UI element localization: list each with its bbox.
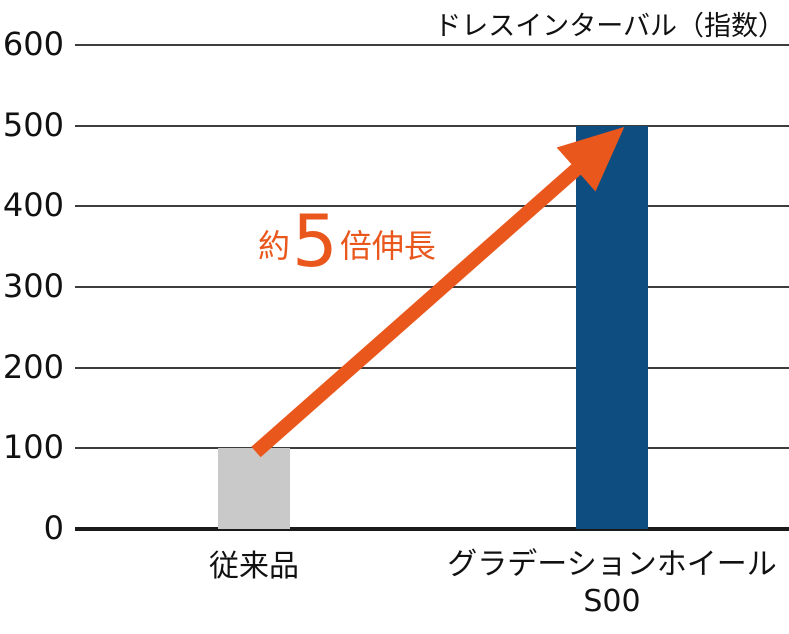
x-label-conventional: 従来品 xyxy=(154,548,354,585)
y-tick-label-300: 300 xyxy=(2,267,64,305)
x-label-gradation-wheel: グラデーションホイール S00 xyxy=(442,546,782,620)
x-label-gradation-wheel-subtext: S00 xyxy=(583,584,641,619)
bar-conventional xyxy=(218,448,290,529)
growth-annotation: 約 5 倍伸長 xyxy=(258,199,436,283)
y-tick-label-500: 500 xyxy=(2,105,64,144)
gridline-0 xyxy=(75,527,789,531)
gridline-500 xyxy=(75,124,789,127)
gridline-100 xyxy=(75,447,789,450)
y-tick-label-400: 400 xyxy=(2,186,64,225)
y-tick-label-600: 600 xyxy=(2,25,64,63)
x-label-gradation-wheel-text: グラデーションホイール xyxy=(447,547,777,582)
gridline-200 xyxy=(75,366,789,369)
gridline-600 xyxy=(75,44,789,46)
y-tick-label-0: 0 xyxy=(43,509,64,547)
annotation-suffix: 倍伸長 xyxy=(339,227,436,266)
chart-title: ドレスインターバル（指数） xyxy=(434,11,785,42)
y-tick-label-200: 200 xyxy=(2,347,64,386)
x-label-conventional-text: 従来品 xyxy=(209,549,299,584)
bar-gradation-wheel xyxy=(576,126,648,529)
growth-arrow-line xyxy=(251,126,625,458)
y-tick-label-100: 100 xyxy=(2,428,64,467)
annotation-prefix: 約 xyxy=(258,227,291,266)
annotation-multiplier: 5 xyxy=(292,199,338,283)
gridline-300 xyxy=(75,286,789,288)
